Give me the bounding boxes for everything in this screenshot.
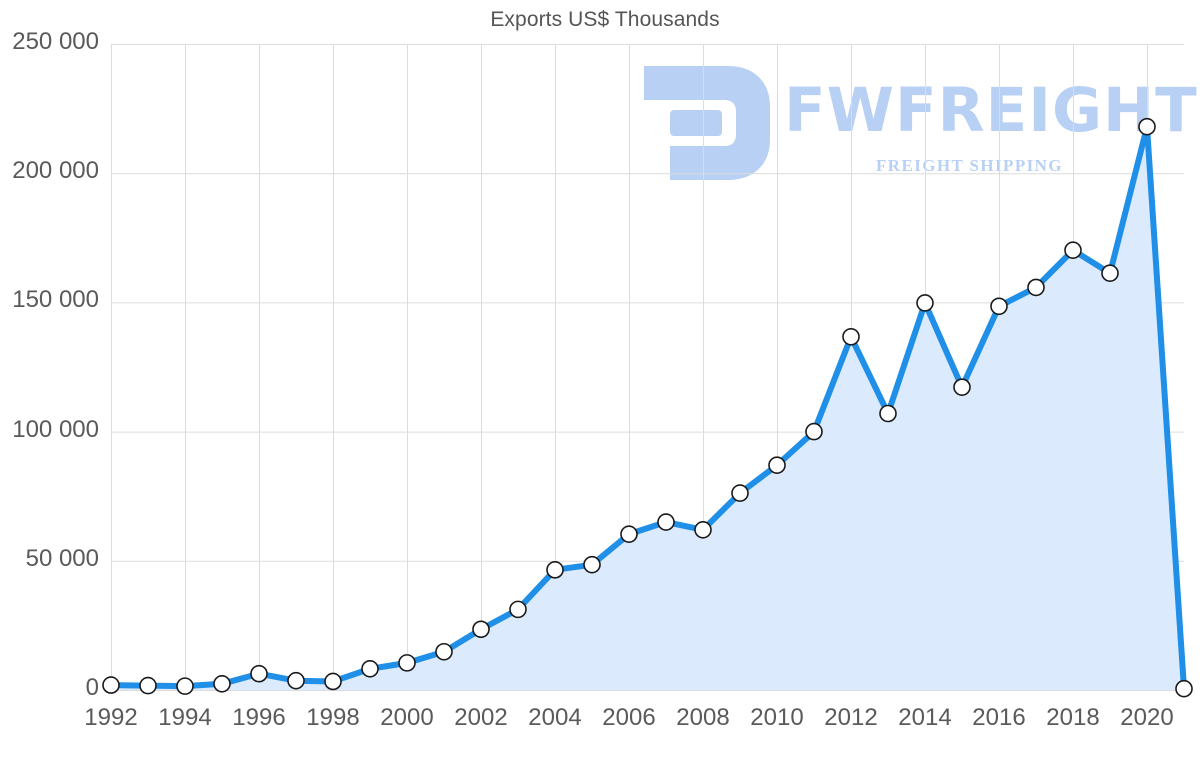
data-point-marker[interactable] [1138,117,1156,136]
x-axis-tick-label: 1994 [158,704,212,731]
data-point-marker[interactable] [139,676,157,695]
x-axis-tick-label: 2018 [1046,704,1100,731]
x-axis-tick-label: 2012 [824,704,878,731]
data-point-marker[interactable] [953,378,971,396]
data-point-marker[interactable] [287,671,305,690]
data-point-marker[interactable] [842,327,860,346]
y-axis-tick-label: 200 000 [12,157,99,185]
data-point-marker[interactable] [583,555,601,574]
data-point-marker[interactable] [546,561,564,579]
x-axis-tick-label: 2020 [1120,704,1174,731]
data-point-marker[interactable] [398,654,416,672]
data-point-marker[interactable] [435,642,453,661]
x-axis-tick-label: 1992 [84,704,138,731]
chart-title-text: Exports US$ Thousands [490,8,720,31]
x-axis-tick-label: 2000 [380,704,434,731]
x-axis-tick-label: 2014 [898,704,952,731]
data-point-marker[interactable] [1175,679,1193,698]
x-axis-tick-label: 1998 [306,704,360,731]
x-axis-tick-label: 2010 [750,704,804,731]
data-point-marker[interactable] [102,676,120,694]
data-point-marker[interactable] [176,677,194,695]
data-point-marker[interactable] [361,660,379,678]
data-point-marker[interactable] [805,422,823,441]
y-axis-tick-label: 250 000 [12,28,99,55]
y-axis-tick-label: 150 000 [12,286,99,314]
y-axis-tick-label: 100 000 [12,415,99,443]
x-axis-tick-label: 2002 [454,704,508,731]
x-axis-tick-label: 1996 [232,704,286,731]
data-point-marker[interactable] [1101,264,1119,283]
data-point-marker[interactable] [324,672,342,691]
chart-title: Exports US$ Thousands [0,8,1200,32]
y-axis-tick-label: 50 000 [25,544,99,572]
data-point-marker[interactable] [657,513,675,531]
x-axis-tick-label: 2006 [602,704,656,731]
area-fill [111,126,1184,690]
x-axis-tick-label: 2004 [528,704,582,731]
data-point-marker[interactable] [694,520,712,539]
data-point-marker[interactable] [250,664,268,683]
data-point-marker[interactable] [731,484,749,502]
data-point-marker[interactable] [509,600,527,619]
x-axis-tick-label: 2016 [972,704,1026,731]
data-point-marker[interactable] [768,456,786,474]
data-point-marker[interactable] [620,525,638,543]
data-point-marker[interactable] [472,620,490,639]
data-point-marker[interactable] [879,404,897,423]
y-axis-tick-label: 0 [85,674,99,701]
data-point-marker[interactable] [1027,278,1045,297]
data-point-marker[interactable] [990,297,1008,316]
x-axis-tick-label: 2008 [676,704,730,731]
data-point-marker[interactable] [916,294,934,312]
data-point-markers [102,117,1193,698]
data-point-marker[interactable] [213,674,231,693]
data-point-marker[interactable] [1064,241,1082,259]
